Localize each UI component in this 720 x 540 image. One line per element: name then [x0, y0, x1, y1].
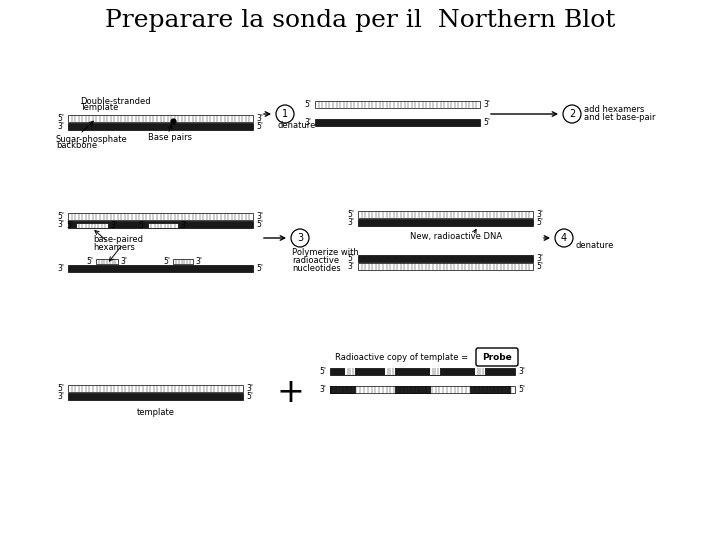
- Text: 2: 2: [569, 109, 575, 119]
- Text: 5': 5': [536, 218, 543, 227]
- Text: 3': 3': [57, 220, 64, 229]
- Bar: [173, 259, 193, 264]
- Text: 3: 3: [297, 233, 303, 243]
- Bar: [385, 368, 395, 375]
- Bar: [358, 255, 533, 262]
- Text: 3': 3': [57, 264, 64, 273]
- Bar: [358, 263, 533, 270]
- Bar: [475, 368, 485, 375]
- Text: 3': 3': [256, 114, 263, 123]
- Text: 5': 5': [347, 254, 354, 263]
- Text: 1: 1: [282, 109, 288, 119]
- Bar: [68, 385, 243, 392]
- Bar: [68, 115, 253, 122]
- Text: 5': 5': [246, 392, 253, 401]
- Text: 5': 5': [256, 220, 263, 229]
- Text: 3': 3': [347, 262, 354, 271]
- Bar: [68, 265, 253, 272]
- Text: 3': 3': [483, 100, 490, 109]
- Text: 3': 3': [195, 257, 202, 266]
- Text: Radioactive copy of template =: Radioactive copy of template =: [335, 353, 468, 361]
- Text: 5': 5': [163, 257, 170, 266]
- Text: 5': 5': [66, 221, 73, 230]
- Text: 3': 3': [536, 210, 543, 219]
- Bar: [470, 386, 510, 393]
- Text: 5': 5': [256, 264, 263, 273]
- Bar: [68, 213, 253, 220]
- Text: Sugar-phosphate: Sugar-phosphate: [56, 134, 127, 144]
- Text: 5': 5': [57, 212, 64, 221]
- Text: 3': 3': [304, 118, 311, 127]
- Text: 5': 5': [256, 122, 263, 131]
- Text: 5': 5': [57, 384, 64, 393]
- Text: 3': 3': [110, 221, 117, 230]
- Bar: [330, 386, 355, 393]
- Text: and let base-pair: and let base-pair: [584, 113, 655, 123]
- Bar: [358, 211, 533, 218]
- Text: 3': 3': [518, 367, 525, 376]
- Bar: [68, 123, 253, 130]
- Bar: [68, 221, 253, 228]
- Text: +: +: [276, 375, 304, 408]
- Bar: [475, 368, 485, 375]
- Text: 5': 5': [518, 385, 525, 394]
- Text: 5': 5': [138, 221, 145, 230]
- FancyBboxPatch shape: [476, 348, 518, 366]
- Text: Polymerize with: Polymerize with: [292, 248, 359, 257]
- Text: 3': 3': [347, 218, 354, 227]
- Text: 5': 5': [304, 100, 311, 109]
- Text: 3': 3': [256, 212, 263, 221]
- Text: 5': 5': [483, 118, 490, 127]
- Bar: [358, 219, 533, 226]
- Text: 5': 5': [86, 257, 93, 266]
- Bar: [96, 259, 118, 264]
- Text: 3': 3': [180, 221, 187, 230]
- Bar: [345, 368, 355, 375]
- Text: backbone: backbone: [56, 141, 97, 151]
- Text: 5': 5': [57, 114, 64, 123]
- Text: Double-stranded: Double-stranded: [80, 97, 150, 105]
- Text: template: template: [137, 408, 174, 417]
- Text: 3': 3': [246, 384, 253, 393]
- Bar: [330, 368, 515, 375]
- Text: 3': 3': [120, 257, 127, 266]
- Text: 5': 5': [347, 210, 354, 219]
- Bar: [330, 386, 515, 393]
- Text: denature: denature: [277, 120, 315, 130]
- Text: Template: Template: [80, 104, 118, 112]
- Bar: [76, 223, 108, 228]
- Text: 3': 3': [57, 392, 64, 401]
- Bar: [430, 368, 440, 375]
- Text: Preparare la sonda per il  Northern Blot: Preparare la sonda per il Northern Blot: [105, 9, 615, 31]
- Text: 5': 5': [319, 367, 326, 376]
- Text: New, radioactive DNA: New, radioactive DNA: [410, 233, 502, 241]
- Text: base-paired: base-paired: [93, 235, 143, 245]
- Text: Base pairs: Base pairs: [148, 132, 192, 141]
- Bar: [315, 101, 480, 108]
- Text: 4: 4: [561, 233, 567, 243]
- Text: Probe: Probe: [482, 353, 512, 361]
- Text: radioactive: radioactive: [292, 256, 339, 265]
- Text: nucleotides: nucleotides: [292, 264, 341, 273]
- Bar: [395, 386, 430, 393]
- Text: 3': 3': [57, 122, 64, 131]
- Bar: [385, 368, 395, 375]
- Text: 3': 3': [319, 385, 326, 394]
- Bar: [430, 368, 440, 375]
- Text: add hexamers: add hexamers: [584, 105, 644, 113]
- Text: 3': 3': [536, 254, 543, 263]
- Bar: [68, 393, 243, 400]
- Text: denature: denature: [576, 241, 614, 251]
- Bar: [148, 223, 178, 228]
- Bar: [315, 119, 480, 126]
- Text: hexamers: hexamers: [93, 242, 135, 252]
- Text: 5': 5': [536, 262, 543, 271]
- Bar: [345, 368, 355, 375]
